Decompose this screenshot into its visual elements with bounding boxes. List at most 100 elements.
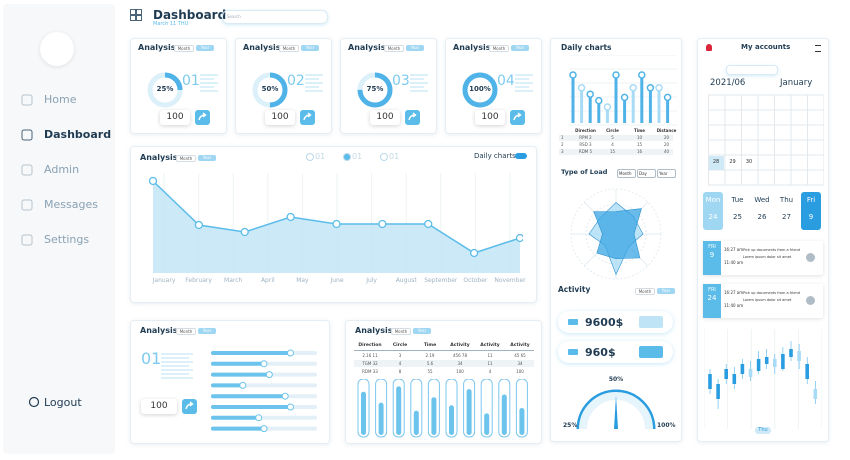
arrow-button[interactable] [195, 110, 210, 125]
table-cell: RDM 33 [362, 369, 378, 374]
tab[interactable]: Month [279, 45, 299, 52]
day-tile[interactable] [801, 192, 821, 230]
lollipop-dot [663, 93, 672, 102]
menu-item[interactable]: Settings [44, 233, 90, 246]
table-cell: 20 [663, 142, 670, 147]
tab[interactable]: Year [657, 288, 675, 294]
tab[interactable]: Month [635, 288, 655, 295]
table-header: Direction [575, 128, 596, 133]
button[interactable]: 100 [160, 110, 190, 125]
table-cell: 55 [427, 369, 433, 374]
table-rule [354, 350, 534, 351]
calendar-day[interactable]: 28 [712, 159, 720, 165]
graphic [200, 74, 218, 92]
panel-title: Daily charts [561, 43, 612, 52]
tab[interactable]: Month [489, 45, 509, 52]
amount: 960$ [585, 346, 616, 359]
button[interactable]: 100 [141, 399, 177, 414]
slider-fill [211, 394, 286, 399]
tab[interactable]: Year [198, 155, 216, 161]
table-cell: 34 [517, 361, 523, 366]
tab[interactable]: Year [406, 45, 424, 51]
bell-icon [706, 44, 712, 51]
tab[interactable]: Month [176, 328, 196, 335]
button[interactable]: 100 [370, 110, 400, 125]
arrow-button[interactable] [405, 110, 420, 125]
candle-body [789, 349, 793, 357]
select[interactable]: Month [617, 169, 636, 178]
calendar-day[interactable]: 30 [745, 159, 753, 165]
card-title: Analysis [140, 153, 178, 162]
tab[interactable]: Year [198, 328, 216, 334]
slider-knob[interactable] [287, 403, 294, 411]
logout[interactable]: Logout [44, 396, 82, 409]
bar [396, 386, 402, 435]
slider-knob[interactable] [255, 414, 263, 422]
slider-knob[interactable] [239, 381, 247, 389]
graphic [408, 112, 417, 121]
arrow-button[interactable] [182, 399, 197, 414]
select[interactable]: Year [657, 169, 676, 178]
bar [466, 389, 472, 435]
menu-item[interactable]: Messages [44, 198, 98, 211]
button[interactable]: 100 [265, 110, 295, 125]
day-tile[interactable] [703, 192, 723, 230]
search[interactable]: Search [222, 10, 328, 24]
arrow-icon [408, 112, 417, 121]
table-cell: 2.16 11 [362, 353, 378, 358]
tab[interactable]: Month [176, 155, 196, 162]
event-tile [703, 241, 721, 275]
graphic [513, 112, 522, 121]
slider-knob[interactable] [260, 360, 268, 368]
menu-icon [21, 234, 33, 246]
table-cell: RDM 5 [578, 149, 593, 154]
select[interactable]: Day [637, 169, 656, 178]
day-name: Thu [779, 196, 794, 204]
lollipop-dot [620, 93, 629, 102]
button[interactable]: 100 [475, 110, 505, 125]
tab[interactable]: Month [174, 45, 194, 52]
tab[interactable]: Year [196, 45, 214, 51]
menu-item[interactable]: Admin [44, 163, 80, 176]
bar [378, 402, 384, 435]
toggle-label: Daily charts [474, 152, 516, 160]
active-day[interactable]: Thu [755, 427, 771, 434]
slider-knob[interactable] [265, 371, 273, 379]
table-cell: 5 [611, 135, 614, 140]
slider-knob[interactable] [281, 392, 289, 400]
table-cell: 11 [487, 361, 493, 366]
tab[interactable]: Month [384, 45, 404, 52]
card-title: Analysis [140, 326, 178, 335]
legend-label: 01 [389, 152, 400, 161]
tab[interactable]: Year [413, 328, 431, 334]
avatar[interactable] [40, 32, 74, 66]
point [286, 212, 295, 222]
slider-knob[interactable] [287, 349, 294, 357]
menu-item[interactable]: Home [44, 93, 77, 106]
tab[interactable]: Year [511, 45, 529, 51]
arrow-button[interactable] [510, 110, 525, 125]
graphic [185, 401, 194, 410]
card-title: Analysis [243, 43, 281, 52]
event-card [703, 284, 823, 318]
table-cell: 10 [636, 135, 643, 140]
event-text: Pick up documents from a friend [743, 291, 800, 295]
table-cell: 100 [516, 369, 524, 374]
lollipop-bar [666, 97, 670, 123]
menu-item[interactable]: Dashboard [44, 128, 112, 141]
x-tick-label: October [463, 277, 488, 284]
card-index: 02 [287, 73, 305, 89]
slider-knob[interactable] [260, 425, 268, 433]
donut-label: 100% [469, 85, 491, 93]
arrow-button[interactable] [300, 110, 315, 125]
tab[interactable]: Month [391, 328, 411, 335]
calendar-day[interactable]: 29 [729, 159, 736, 165]
candle-body [813, 389, 818, 399]
search-box[interactable] [726, 65, 778, 75]
graphic [149, 173, 523, 273]
toggle[interactable] [515, 153, 527, 159]
table-header: Distance [656, 128, 677, 133]
donut-arc [462, 72, 498, 108]
table-cell: 1 [561, 135, 564, 140]
tab[interactable]: Year [301, 45, 319, 51]
